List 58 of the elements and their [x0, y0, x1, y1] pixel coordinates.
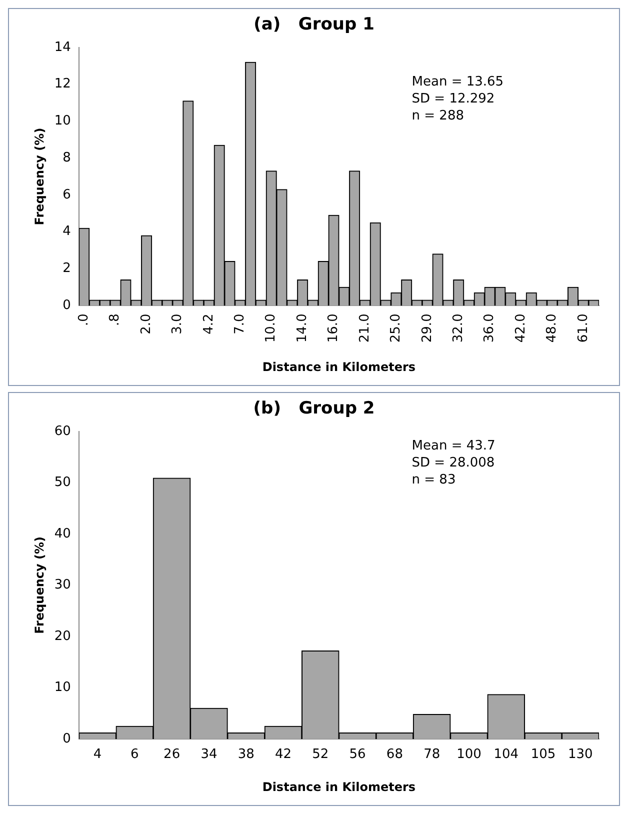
- y-tick-label: 4: [62, 224, 71, 240]
- chart-title: (a) Group 1: [254, 14, 374, 35]
- y-tick-label: 40: [54, 526, 71, 542]
- y-tick-label: 12: [54, 76, 71, 92]
- annotation: n = 83: [412, 472, 456, 488]
- annotation: Mean = 43.7: [412, 438, 496, 454]
- x-tick-label: 42.0: [513, 314, 528, 343]
- y-axis-title: Frequency (%): [32, 536, 46, 634]
- x-tick-label: 16.0: [326, 314, 342, 343]
- x-tick-label: 130: [568, 747, 593, 762]
- x-tick-label: 78: [424, 747, 440, 762]
- x-axis-title: Distance in Kilometers: [262, 780, 416, 794]
- y-tick-label: 2: [62, 261, 71, 276]
- x-tick-label: 34: [200, 747, 218, 762]
- annotation: SD = 12.292: [412, 91, 495, 106]
- y-tick-label: 50: [54, 475, 71, 490]
- x-tick-label: 7.0: [232, 314, 248, 334]
- y-tick-label: 8: [62, 150, 71, 166]
- annotation: Mean = 13.65: [412, 74, 504, 90]
- x-tick-label: 2.0: [138, 314, 154, 334]
- x-tick-label: 32.0: [450, 314, 466, 343]
- x-tick-label: 104: [494, 747, 519, 762]
- x-tick-label: 25.0: [388, 314, 404, 343]
- y-tick-label: 20: [54, 628, 71, 644]
- x-tick-label: 56: [349, 747, 366, 762]
- y-tick-label: 60: [54, 424, 71, 439]
- x-tick-label: .8: [108, 314, 123, 326]
- x-tick-label: 100: [456, 747, 482, 762]
- x-tick-label: 3.0: [170, 314, 186, 334]
- y-tick-label: 10: [54, 114, 71, 129]
- x-tick-label: 26: [164, 747, 180, 762]
- x-tick-label: 61.0: [576, 314, 591, 343]
- x-tick-label: 10.0: [264, 314, 279, 343]
- x-tick-label: 29.0: [420, 314, 435, 343]
- y-axis-title: Frequency (%): [32, 128, 46, 226]
- x-tick-label: 52: [312, 747, 329, 762]
- x-tick-label: 4.2: [201, 314, 216, 334]
- y-tick-label: 0: [62, 298, 71, 314]
- x-tick-label: 21.0: [357, 314, 372, 343]
- x-tick-label: 36.0: [482, 314, 498, 343]
- x-tick-label: 48.0: [544, 314, 560, 343]
- x-tick-label: 4: [93, 747, 102, 762]
- x-tick-label: 68: [386, 747, 403, 762]
- x-tick-label: .0: [76, 314, 92, 326]
- x-tick-label: 105: [530, 747, 556, 762]
- y-tick-label: 6: [62, 187, 71, 202]
- y-tick-label: 30: [54, 578, 71, 593]
- x-axis-title: Distance in Kilometers: [262, 360, 416, 374]
- x-tick-label: 14.0: [294, 314, 310, 343]
- x-tick-label: 38: [238, 747, 254, 762]
- y-tick-label: 14: [54, 40, 71, 55]
- y-tick-label: 10: [54, 680, 71, 696]
- x-tick-label: 42: [274, 747, 292, 762]
- annotation: SD = 28.008: [412, 455, 495, 470]
- chart-title: (b) Group 2: [253, 398, 375, 419]
- annotation: n = 288: [412, 108, 464, 124]
- x-tick-label: 6: [130, 747, 139, 762]
- y-tick-label: 0: [62, 731, 71, 746]
